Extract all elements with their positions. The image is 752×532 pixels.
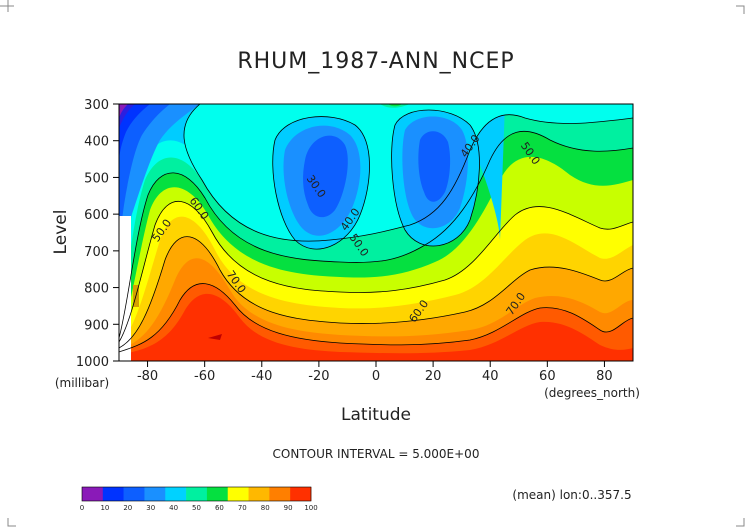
colorbar-swatch <box>123 487 145 501</box>
x-axis-label: Latitude <box>341 405 411 425</box>
colorbar-swatch <box>144 487 166 501</box>
band-25 <box>119 104 150 160</box>
band-20 <box>119 104 135 128</box>
x-tick-label: -40 <box>251 369 272 384</box>
colorbar-tick-label: 70 <box>238 504 247 512</box>
x-tick-label: 40 <box>482 369 499 384</box>
y-tick-label: 800 <box>84 282 109 297</box>
y-tick-label: 1000 <box>76 355 109 370</box>
x-tick-label: 80 <box>596 369 613 384</box>
small-red-spot <box>208 334 222 340</box>
band-top-green <box>388 104 402 107</box>
chart-title: RHUM_1987-ANN_NCEP <box>237 49 514 74</box>
colorbar-tick-label: 20 <box>123 504 132 512</box>
colorbar-swatch <box>186 487 208 501</box>
y-tick-label: 700 <box>84 245 109 260</box>
band-10 <box>119 104 128 118</box>
contour-interval-note: CONTOUR INTERVAL = 5.000E+00 <box>273 447 480 461</box>
x-tick-label: 0 <box>372 369 380 384</box>
colorbar-tick-label: 40 <box>169 504 178 512</box>
x-tick-label: -20 <box>308 369 329 384</box>
colorbar: 0 10 20 30 40 50 60 70 80 90 100 <box>80 486 318 512</box>
plot-area <box>119 104 633 361</box>
x-tick-label: -60 <box>194 369 215 384</box>
colorbar-tick-label: 80 <box>261 504 270 512</box>
colorbar-swatch <box>82 487 104 501</box>
colorbar-swatch <box>102 487 124 501</box>
y-tick-label: 500 <box>84 171 109 186</box>
colorbar-tick-label: 90 <box>284 504 293 512</box>
x-axis-unit: (degrees_north) <box>544 386 640 400</box>
colorbar-tick-label: 0 <box>80 504 84 512</box>
band-30 <box>119 104 170 245</box>
colorbar-swatch <box>165 487 187 501</box>
band-30-north <box>418 131 451 202</box>
y-axis-unit: (millibar) <box>55 376 109 390</box>
colorbar-tick-label: 50 <box>192 504 201 512</box>
colorbar-swatch <box>290 487 312 501</box>
y-axis-label: Level <box>51 210 71 255</box>
band-35 <box>119 104 200 300</box>
colorbar-tick-label: 30 <box>146 504 155 512</box>
y-tick-label: 300 <box>84 98 109 113</box>
band-30-south <box>303 135 348 218</box>
colorbar-tick-label: 60 <box>215 504 224 512</box>
x-axis: -80 -60 -40 -20 0 20 40 60 80 <box>137 361 613 384</box>
y-tick-label: 600 <box>84 208 109 223</box>
colorbar-swatch <box>206 487 229 501</box>
y-axis: 300 400 500 600 700 800 900 1000 <box>76 98 119 370</box>
contour-lines <box>119 104 633 353</box>
x-tick-label: 60 <box>539 369 556 384</box>
y-tick-label: 900 <box>84 318 109 333</box>
colorbar-swatch <box>227 487 249 501</box>
mean-note: (mean) lon:0..357.5 <box>512 488 631 502</box>
colorbar-tick-label: 10 <box>100 504 109 512</box>
colorbar-swatch <box>248 487 270 501</box>
colorbar-swatch <box>269 487 291 501</box>
x-tick-label: -80 <box>137 369 158 384</box>
colorbar-tick-label: 100 <box>304 504 317 512</box>
y-tick-label: 400 <box>84 135 109 150</box>
colorbar-frame <box>81 486 312 502</box>
x-tick-label: 20 <box>425 369 442 384</box>
